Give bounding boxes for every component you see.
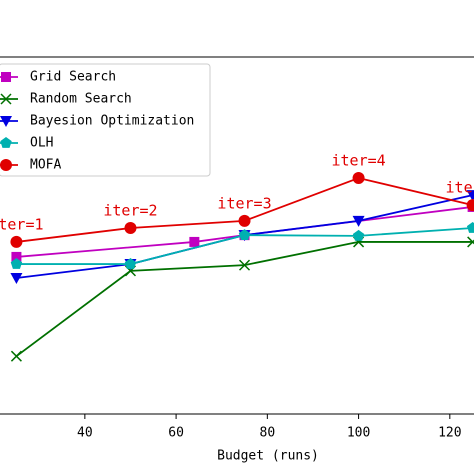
marker	[10, 258, 23, 269]
x-tick-label: 40	[77, 426, 93, 441]
marker	[352, 172, 365, 185]
marker	[124, 222, 137, 235]
marker	[0, 137, 12, 148]
marker	[466, 199, 474, 212]
x-tick-label: 60	[168, 426, 184, 441]
marker	[1, 72, 11, 82]
x-tick-label: 100	[347, 426, 370, 441]
marker	[466, 190, 474, 202]
marker	[352, 215, 365, 227]
legend-label: OLH	[30, 136, 53, 151]
annotation: iter=1	[0, 215, 44, 233]
marker	[0, 93, 12, 105]
series-line	[15, 241, 473, 357]
marker	[467, 236, 474, 248]
x-axis-label: Budget (runs)	[217, 449, 319, 464]
marker	[10, 235, 23, 248]
x-tick-label: 120	[438, 426, 461, 441]
legend-label: Grid Search	[30, 70, 116, 85]
marker	[466, 222, 474, 233]
legend-label: MOFA	[30, 158, 61, 173]
annotation: iter=5	[446, 179, 474, 197]
marker	[238, 214, 251, 227]
marker	[0, 159, 12, 171]
marker	[11, 251, 22, 262]
marker	[10, 350, 22, 362]
marker	[352, 229, 365, 241]
marker	[0, 116, 12, 127]
legend-box	[0, 63, 211, 177]
marker	[238, 229, 251, 240]
marker	[189, 236, 200, 247]
annotation: iter=2	[103, 202, 157, 220]
marker	[238, 259, 251, 271]
annotation: iter=3	[217, 194, 271, 212]
marker	[124, 258, 137, 269]
annotation: iter=4	[331, 152, 385, 170]
x-tick-label: 80	[260, 426, 276, 441]
legend-label: Random Search	[30, 92, 132, 107]
marker	[10, 272, 23, 284]
legend-label: Bayesion Optimization	[30, 114, 194, 129]
legend: Grid Search Random Search Bayesion Optimiz…	[0, 63, 211, 177]
